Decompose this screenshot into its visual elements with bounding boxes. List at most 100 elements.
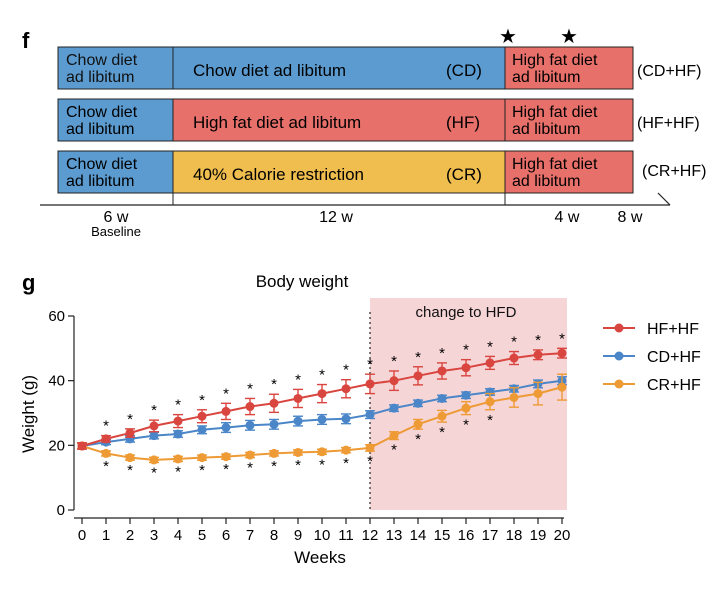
treatment-code: (CD) bbox=[446, 61, 482, 80]
data-point-hf-hf bbox=[365, 379, 375, 389]
significance-marker: * bbox=[127, 411, 133, 428]
y-tick-label: 40 bbox=[48, 373, 65, 390]
group-label: (CD+HF) bbox=[637, 63, 701, 80]
data-point-hf-hf bbox=[557, 348, 567, 358]
diet-row-cd-hf: Chow diet ad libitum Chow diet ad libitu… bbox=[57, 46, 701, 90]
treatment-code: (HF) bbox=[446, 113, 480, 132]
data-point-hf-hf bbox=[149, 421, 159, 431]
significance-marker: * bbox=[415, 349, 421, 366]
chart-title: Body weight bbox=[256, 272, 349, 291]
data-point-hf-hf bbox=[389, 376, 399, 386]
legend: HF+HF CD+HF CR+HF bbox=[603, 321, 701, 394]
data-point-cd-hf bbox=[269, 419, 279, 429]
diet-row-hf-hf: Chow diet ad libitum High fat diet ad li… bbox=[57, 98, 700, 142]
data-point-cr-hf bbox=[269, 448, 279, 458]
significance-marker: * bbox=[391, 442, 397, 459]
x-tick-label: 17 bbox=[482, 527, 499, 544]
data-point-hf-hf bbox=[197, 411, 207, 421]
star-icon: ★ bbox=[499, 26, 517, 48]
data-point-hf-hf bbox=[437, 366, 447, 376]
treatment-block-hf bbox=[172, 98, 506, 142]
data-point-hf-hf bbox=[101, 434, 111, 444]
data-point-cd-hf bbox=[341, 414, 351, 424]
significance-marker: * bbox=[223, 461, 229, 478]
timeline-arrow-tip bbox=[657, 192, 671, 206]
significance-marker: * bbox=[247, 460, 253, 477]
legend-marker-hf-hf bbox=[614, 323, 624, 333]
data-point-cr-hf bbox=[437, 411, 447, 421]
data-point-hf-hf bbox=[461, 363, 471, 373]
legend-marker-cr-hf bbox=[614, 379, 624, 389]
significance-marker: * bbox=[247, 380, 253, 397]
data-point-cr-hf bbox=[125, 453, 135, 463]
data-point-hf-hf bbox=[413, 371, 423, 381]
treatment-label: 40% Calorie restriction bbox=[193, 165, 364, 184]
data-point-hf-hf bbox=[77, 441, 87, 451]
data-point-cr-hf bbox=[533, 389, 543, 399]
baseline-block bbox=[57, 150, 174, 194]
significance-marker: * bbox=[439, 345, 445, 362]
treatment-label: Chow diet ad libitum bbox=[193, 61, 346, 80]
group-label: (HF+HF) bbox=[637, 115, 700, 132]
significance-marker: * bbox=[175, 397, 181, 414]
x-tick-label: 14 bbox=[410, 527, 427, 544]
data-point-cr-hf bbox=[317, 447, 327, 457]
significance-marker: * bbox=[319, 367, 325, 384]
data-point-cd-hf bbox=[293, 416, 303, 426]
hfd-label-line1: High fat diet bbox=[512, 52, 598, 69]
significance-marker: * bbox=[151, 402, 157, 419]
x-tick-label: 4 bbox=[174, 527, 182, 544]
x-tick-label: 10 bbox=[314, 527, 331, 544]
treatment-code: (CR) bbox=[446, 165, 482, 184]
significance-marker: * bbox=[103, 458, 109, 475]
y-tick-label: 60 bbox=[48, 308, 65, 325]
significance-marker: * bbox=[295, 457, 301, 474]
x-tick-label: 12 bbox=[362, 527, 379, 544]
data-point-hf-hf bbox=[245, 402, 255, 412]
hfd-label-line2: ad libitum bbox=[512, 69, 580, 86]
data-point-cd-hf bbox=[437, 393, 447, 403]
x-tick-label: 3 bbox=[150, 527, 158, 544]
significance-marker: * bbox=[199, 392, 205, 409]
y-axis-label: Weight (g) bbox=[19, 375, 38, 453]
timeline: 6 w Baseline 12 w 4 w 8 w bbox=[40, 192, 671, 239]
data-point-cr-hf bbox=[173, 454, 183, 464]
data-point-hf-hf bbox=[173, 416, 183, 426]
significance-marker: * bbox=[271, 376, 277, 393]
data-point-cd-hf bbox=[461, 390, 471, 400]
x-tick-label: 19 bbox=[530, 527, 547, 544]
x-tick-label: 5 bbox=[198, 527, 206, 544]
legend-label-hf-hf: HF+HF bbox=[647, 321, 699, 338]
treatment-label: High fat diet ad libitum bbox=[193, 113, 361, 132]
significance-marker: * bbox=[199, 462, 205, 479]
hfd-label-line1: High fat diet bbox=[512, 104, 598, 121]
timeline-label-4w: 4 w bbox=[555, 209, 580, 226]
x-tick-label: 9 bbox=[294, 527, 302, 544]
data-point-hf-hf bbox=[221, 406, 231, 416]
data-point-cr-hf bbox=[341, 445, 351, 455]
data-point-cr-hf bbox=[413, 419, 423, 429]
data-point-cr-hf bbox=[389, 431, 399, 441]
data-point-cr-hf bbox=[485, 397, 495, 407]
treatment-block-cr bbox=[172, 150, 506, 194]
legend-marker-cd-hf bbox=[614, 351, 624, 361]
data-point-cd-hf bbox=[413, 398, 423, 408]
significance-marker: * bbox=[343, 362, 349, 379]
significance-marker: * bbox=[367, 356, 373, 373]
panel-f: f ★ ★ Chow diet ad libitum Chow diet ad … bbox=[22, 26, 706, 239]
significance-marker: * bbox=[151, 464, 157, 481]
data-point-hf-hf bbox=[317, 389, 327, 399]
data-point-cd-hf bbox=[365, 410, 375, 420]
x-tick-label: 18 bbox=[506, 527, 523, 544]
data-point-cr-hf bbox=[293, 447, 303, 457]
baseline-label-line1: Chow diet bbox=[66, 52, 138, 69]
y-tick-label: 0 bbox=[57, 502, 65, 519]
significance-marker: * bbox=[415, 431, 421, 448]
baseline-label-line1: Chow diet bbox=[66, 156, 138, 173]
data-point-cd-hf bbox=[221, 423, 231, 433]
hfd-label-line2: ad libitum bbox=[512, 173, 580, 190]
x-tick-label: 7 bbox=[246, 527, 254, 544]
data-point-hf-hf bbox=[485, 358, 495, 368]
legend-label-cd-hf: CD+HF bbox=[647, 349, 701, 366]
